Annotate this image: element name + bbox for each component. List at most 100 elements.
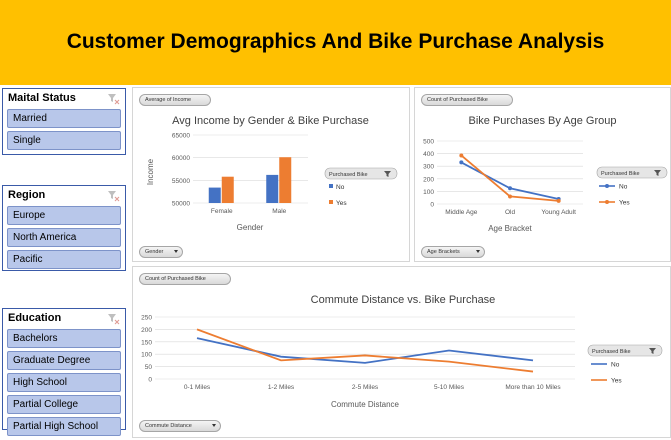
y-tick-label: 100 [141, 352, 152, 359]
x-axis-label: Gender [237, 223, 264, 232]
axis-field-button[interactable]: Gender [139, 246, 183, 258]
legend-swatch [329, 184, 333, 188]
age-chart: 0 100 200 300 400 500 Middle Age Old Young Adult… [423, 139, 668, 233]
y-tick-label: 400 [423, 151, 434, 158]
legend-label: No [336, 184, 345, 191]
y-tick-label: 200 [141, 327, 152, 334]
y-tick-label: 65000 [172, 133, 190, 140]
y-tick-label: 0 [430, 202, 434, 209]
slicer-item-pacific[interactable]: Pacific [7, 250, 121, 269]
data-point [556, 198, 561, 203]
x-tick-label: 5-10 Miles [434, 384, 465, 391]
y-tick-label: 250 [141, 315, 152, 322]
legend-marker [605, 184, 609, 188]
y-axis-label: Income [146, 158, 155, 185]
y-tick-label: 100 [423, 189, 434, 196]
x-axis-label: Age Bracket [488, 224, 532, 233]
x-tick-label: Old [505, 209, 516, 216]
axis-field-button[interactable]: Age Brackets [421, 246, 485, 258]
y-tick-label: 0 [148, 377, 152, 384]
legend-label: No [619, 184, 628, 191]
data-point [459, 153, 464, 158]
value-field-button[interactable]: Average of Income [139, 94, 211, 106]
legend-label: Yes [619, 200, 630, 207]
data-point [459, 160, 464, 165]
slicer-item-bachelors[interactable]: Bachelors [7, 329, 121, 348]
legend-title: Purchased Bike [601, 171, 640, 177]
dashboard-title: Customer Demographics And Bike Purchase … [66, 30, 605, 53]
legend-swatch [329, 200, 333, 204]
clear-filter-icon[interactable] [107, 190, 120, 202]
value-field-button[interactable]: Count of Purchased Bike [139, 273, 231, 285]
commute-chart-panel: Count of Purchased Bike Commute Distance… [132, 266, 671, 438]
filter-icon [649, 348, 656, 354]
slicer-title: Maital Status [8, 92, 76, 104]
legend-label: Yes [336, 200, 347, 207]
dropdown-arrow-icon [212, 424, 216, 427]
x-tick-label: 1-2 Miles [268, 384, 295, 391]
legend-label: Yes [611, 378, 622, 385]
y-tick-label: 500 [423, 139, 434, 146]
income-chart: 50000 55000 60000 65000 Female Male Gender Inco… [146, 133, 398, 232]
slicer-header: Maital Status [3, 89, 125, 109]
clear-filter-icon[interactable] [107, 313, 120, 325]
x-tick-label: Young Adult [541, 209, 576, 216]
series-line [460, 154, 559, 202]
series-line [196, 328, 534, 373]
y-tick-label: 150 [141, 339, 152, 346]
value-field-button[interactable]: Count of Purchased Bike [421, 94, 513, 106]
legend-field-button[interactable] [587, 344, 663, 357]
legend-field-button[interactable] [596, 166, 668, 179]
data-point [508, 194, 512, 199]
y-tick-label: 55000 [172, 178, 190, 185]
x-tick-label: More than 10 Miles [505, 384, 561, 391]
slicer-header: Education [3, 309, 125, 329]
data-point [508, 186, 512, 191]
slicer-item-north-america[interactable]: North America [7, 228, 121, 247]
legend-label: No [611, 362, 620, 369]
slicer-item-single[interactable]: Single [7, 131, 121, 150]
slicer-title: Region [8, 189, 46, 201]
x-tick-label: 0-1 Miles [184, 384, 211, 391]
slicer-item-graduate-degree[interactable]: Graduate Degree [7, 351, 121, 370]
slicer-item-high-school[interactable]: High School [7, 373, 121, 392]
chart-title: Bike Purchases By Age Group [468, 115, 617, 127]
filter-icon [654, 170, 661, 176]
dropdown-arrow-icon [174, 250, 178, 253]
age-chart-panel: Count of Purchased Bike Bike Purchases B… [414, 87, 671, 262]
legend-title: Purchased Bike [329, 172, 368, 178]
commute-chart: 0 50 100 150 200 250 0-1 Miles 1-2 Miles 2-5 Mil… [141, 315, 663, 409]
slicer-item-married[interactable]: Married [7, 109, 121, 128]
legend-marker [605, 200, 609, 204]
y-tick-label: 50000 [172, 201, 190, 208]
x-tick-label: Middle Age [445, 209, 478, 216]
x-tick-label: 2-5 Miles [352, 384, 379, 391]
legend-title: Purchased Bike [592, 349, 631, 355]
chart-title: Commute Distance vs. Bike Purchase [310, 294, 496, 306]
legend-field-button[interactable] [324, 167, 398, 180]
y-tick-label: 50 [145, 364, 153, 371]
slicer-marital-status: Maital Status Married Single [2, 88, 126, 155]
slicer-header: Region [3, 186, 125, 206]
axis-field-label: Age Brackets [427, 249, 460, 255]
clear-filter-icon[interactable] [107, 93, 120, 105]
axis-field-label: Commute Distance [145, 423, 192, 429]
y-tick-label: 300 [423, 164, 434, 171]
slicer-title: Education [8, 312, 62, 324]
slicer-region: Region Europe North America Pacific [2, 185, 126, 271]
bar [279, 157, 292, 203]
x-tick-label: Male [272, 208, 286, 215]
axis-field-label: Gender [145, 249, 164, 255]
income-chart-panel: Average of Income Avg Income by Gender &… [132, 87, 410, 262]
slicer-item-partial-high-school[interactable]: Partial High School [7, 417, 121, 436]
chart-title: Avg Income by Gender & Bike Purchase [172, 115, 369, 127]
axis-field-button[interactable]: Commute Distance [139, 420, 221, 432]
bar [266, 174, 279, 203]
header-banner: Customer Demographics And Bike Purchase … [0, 0, 671, 85]
dropdown-arrow-icon [476, 250, 480, 253]
bar [221, 176, 234, 203]
slicer-item-partial-college[interactable]: Partial College [7, 395, 121, 414]
slicer-education: Education Bachelors Graduate Degree High… [2, 308, 126, 436]
filter-icon [384, 171, 391, 177]
slicer-item-europe[interactable]: Europe [7, 206, 121, 225]
